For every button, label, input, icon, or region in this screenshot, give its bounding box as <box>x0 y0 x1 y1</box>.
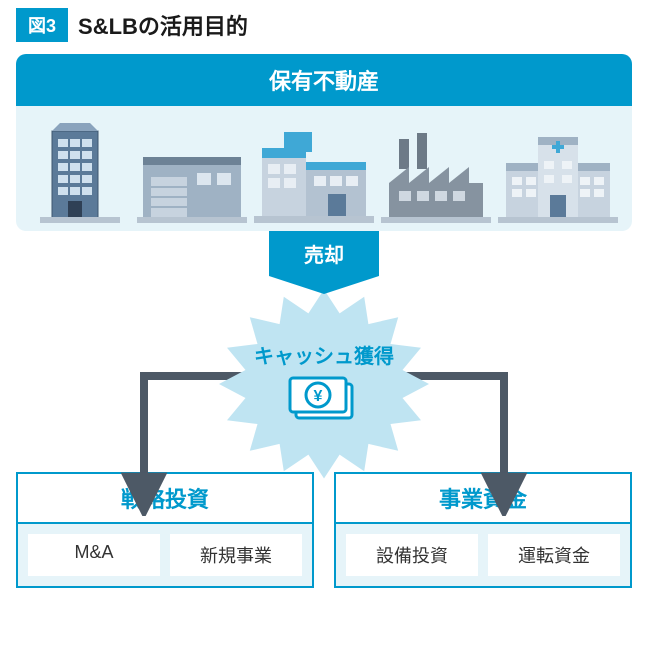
warehouse-icon <box>137 143 247 223</box>
yen-bills-icon: ¥ <box>284 372 364 428</box>
grey-factory-icon <box>381 133 491 223</box>
funds-chip-row: 設備投資 運転資金 <box>336 524 630 586</box>
hospital-icon <box>498 133 618 223</box>
office-tower-icon <box>30 123 130 223</box>
chip-working-capital: 運転資金 <box>488 534 620 576</box>
figure-badge: 図3 <box>16 8 68 42</box>
figure-header: 図3 S&LBの活用目的 <box>0 0 648 54</box>
cash-acquired-label: キャッシュ獲得 <box>254 340 394 369</box>
strategic-chip-row: M&A 新規事業 <box>18 524 312 586</box>
cash-burst-area: キャッシュ獲得 ¥ <box>0 276 648 476</box>
figure-title: S&LBの活用目的 <box>78 9 248 41</box>
chip-ma: M&A <box>28 534 160 576</box>
chip-capex: 設備投資 <box>346 534 478 576</box>
owned-real-estate-header: 保有不動産 <box>16 54 632 106</box>
owned-real-estate-box: 保有不動産 <box>16 54 632 231</box>
blue-factory-icon <box>254 128 374 223</box>
svg-text:¥: ¥ <box>314 388 323 405</box>
sell-arrow-label: 売却 <box>269 231 379 276</box>
buildings-row <box>16 106 632 231</box>
chip-new-business: 新規事業 <box>170 534 302 576</box>
